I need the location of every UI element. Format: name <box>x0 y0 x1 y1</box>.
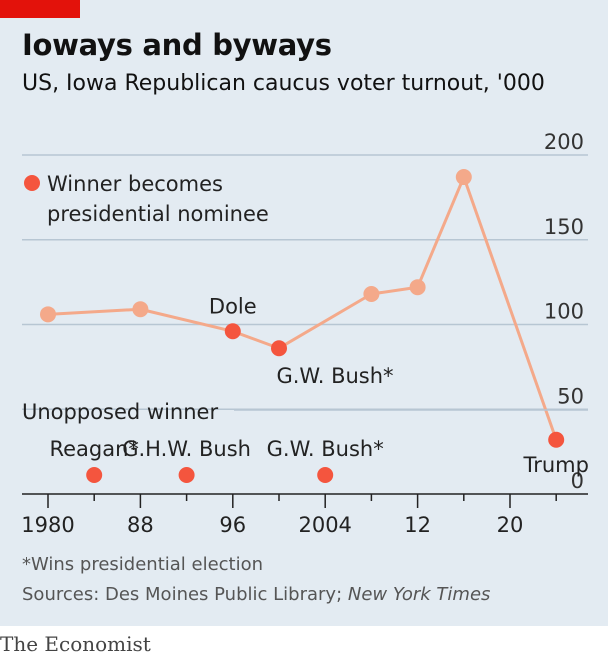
unopposed-winner-point <box>317 467 334 483</box>
chart-title: Ioways and byways <box>22 28 332 62</box>
legend-winner-dot <box>24 175 40 191</box>
y-tick-label: 0 <box>571 469 584 493</box>
data-point <box>40 306 56 323</box>
data-point <box>409 279 426 296</box>
annotation-trump: Trump <box>522 453 588 477</box>
chart-subtitle: US, Iowa Republican caucus voter turnout… <box>22 71 545 96</box>
legend-label-line1: Winner becomes <box>47 172 223 196</box>
sources-prefix: Sources: Des Moines Public Library; <box>22 584 348 605</box>
unopposed-name: G.W. Bush* <box>267 437 384 461</box>
winner-point <box>271 340 287 357</box>
unopposed-name: G.H.W. Bush <box>122 437 251 461</box>
annotation-dole: Dole <box>209 294 257 318</box>
unopposed-winner-point <box>86 467 103 483</box>
legend-label-line2: presidential nominee <box>47 202 269 226</box>
x-tick-label: 96 <box>219 513 246 537</box>
unopposed-winner-point <box>178 467 195 483</box>
footnote: *Wins presidential election <box>22 554 264 575</box>
line-chart: 0 50 100 150 200 1980 88 96 2004 12 20 Dole G.W. Bus… <box>21 130 589 537</box>
y-tick-label: 200 <box>544 130 584 154</box>
data-point <box>455 169 472 186</box>
x-tick-label: 88 <box>127 513 154 537</box>
winner-point <box>548 431 565 448</box>
x-tick-label: 2004 <box>298 513 351 537</box>
chart-panel <box>0 0 608 626</box>
x-tick-label: 1980 <box>21 513 74 537</box>
x-tick-label: 20 <box>497 513 524 537</box>
winner-point <box>224 323 241 340</box>
unopposed-label: Unopposed winner <box>22 400 218 424</box>
turnout-line <box>47 175 558 441</box>
y-tick-label: 100 <box>544 300 584 324</box>
economist-logo-text: The Economist <box>0 632 151 656</box>
sources-note: Sources: Des Moines Public Library; New … <box>22 584 490 605</box>
x-tick-label: 12 <box>404 513 431 537</box>
data-point <box>363 285 380 302</box>
data-point <box>132 301 149 318</box>
sources-italic: New York Times <box>347 584 491 605</box>
annotation-gw-bush: G.W. Bush* <box>276 364 393 388</box>
brand-red-tag <box>0 0 80 18</box>
y-tick-label: 50 <box>557 384 584 408</box>
unopposed-name: Reagan* <box>49 437 138 461</box>
y-tick-label: 150 <box>544 215 584 239</box>
